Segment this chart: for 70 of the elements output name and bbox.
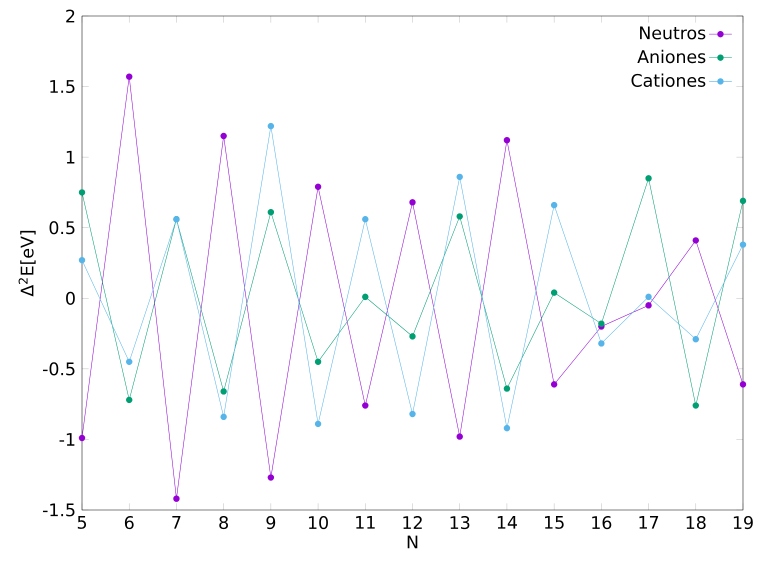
- x-tick-label: 13: [450, 516, 470, 530]
- point: [740, 241, 746, 248]
- point: [314, 184, 322, 190]
- point: [504, 136, 510, 144]
- point: [645, 294, 652, 300]
- point: [126, 73, 132, 80]
- point: [692, 336, 699, 342]
- x-axis-title: N: [408, 536, 418, 548]
- point: [409, 410, 416, 418]
- point: [645, 175, 652, 182]
- point: [220, 132, 227, 140]
- point: [78, 189, 86, 196]
- point: [598, 340, 605, 347]
- point: [268, 474, 274, 481]
- y-tick-label: 1.5: [50, 80, 74, 94]
- x-tick-label: 17: [639, 516, 658, 529]
- point: [126, 396, 132, 404]
- point: [362, 402, 368, 409]
- legend-label: Cationes: [632, 74, 706, 87]
- x-tick-label: 12: [403, 516, 422, 529]
- point: [456, 174, 463, 180]
- x-tick-label: 9: [266, 516, 276, 530]
- point: [409, 199, 416, 206]
- point: [268, 122, 274, 130]
- point: [362, 294, 368, 300]
- point: [314, 358, 322, 365]
- y-tick-label: -1: [60, 433, 74, 446]
- point: [173, 495, 180, 502]
- point: [692, 402, 699, 409]
- x-tick-label: 16: [592, 516, 612, 530]
- x-tick-label: 14: [498, 516, 517, 529]
- point: [550, 289, 558, 296]
- y-tick-label: -0.5: [42, 362, 74, 376]
- x-tick-label: 7: [172, 516, 180, 529]
- point: [598, 320, 605, 327]
- y-axis-title: Δ$^{2}$E[eV]: [18, 230, 36, 296]
- point: [692, 237, 699, 244]
- x-tick-label: 5: [78, 516, 86, 529]
- point: [268, 208, 274, 216]
- x-tick-label: 19: [734, 516, 753, 530]
- x-tick-label: 10: [308, 516, 328, 530]
- x-tick-label: 15: [545, 516, 564, 529]
- point: [78, 434, 86, 442]
- point: [504, 385, 510, 392]
- y-tick-label: 1: [66, 150, 74, 164]
- x-tick-label: 8: [219, 516, 228, 530]
- point: [550, 381, 558, 388]
- y-tick-label: 0.5: [50, 221, 74, 234]
- point: [314, 420, 322, 428]
- point: [78, 256, 86, 264]
- point: [456, 433, 463, 440]
- y-tick-label: 0: [66, 292, 75, 305]
- point: [645, 302, 652, 309]
- legend-label: Aniones: [637, 50, 706, 64]
- point: [362, 216, 368, 222]
- point: [220, 414, 227, 420]
- point: [126, 358, 132, 365]
- point: [409, 333, 416, 340]
- x-tick-label: 11: [356, 516, 375, 529]
- point: [740, 198, 746, 204]
- y-tick-label: 2: [66, 10, 74, 22]
- y-tick-label: -1.5: [42, 504, 74, 516]
- point: [456, 213, 463, 220]
- point: [740, 381, 746, 388]
- x-tick-label: 18: [686, 516, 706, 530]
- point: [504, 424, 510, 432]
- point: [220, 388, 227, 395]
- point: [550, 202, 558, 208]
- legend-label: Neutros: [640, 26, 706, 40]
- x-tick-label: 6: [124, 516, 134, 530]
